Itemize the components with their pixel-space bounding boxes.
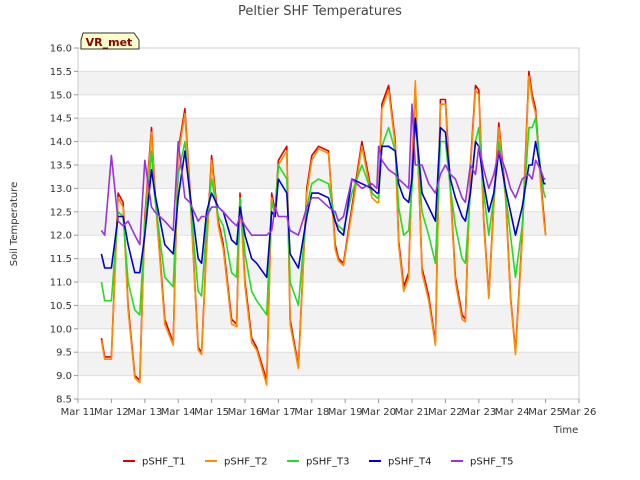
series-line-pshf-t4: [100, 117, 546, 279]
badge-label: VR_met: [86, 36, 133, 49]
x-axis-label: Time: [553, 425, 578, 436]
legend-label: pSHF_T1: [142, 457, 185, 468]
y-tick-label: 11.5: [50, 254, 72, 265]
y-tick-label: 9.0: [56, 371, 72, 382]
y-tick-label: 12.0: [50, 231, 72, 242]
grid-band: [78, 118, 579, 142]
y-tick-label: 14.0: [50, 137, 72, 148]
x-tick-label: Mar 22: [428, 407, 463, 418]
x-tick-label: Mar 13: [127, 407, 162, 418]
y-tick-label: 8.5: [56, 395, 72, 406]
x-tick-label: Mar 23: [461, 407, 496, 418]
x-tick-label: Mar 24: [495, 407, 530, 418]
y-tick-label: 13.5: [50, 161, 72, 172]
x-tick-label: Mar 15: [194, 407, 229, 418]
grid-band: [78, 71, 579, 95]
badge-box: [80, 32, 140, 50]
x-tick-label: Mar 18: [294, 407, 329, 418]
y-tick-label: 15.5: [50, 67, 72, 78]
y-tick-label: 13.0: [50, 184, 72, 195]
x-tick-label: Mar 17: [261, 407, 296, 418]
x-tick-label: Mar 19: [328, 407, 363, 418]
series-line-pshf-t5: [100, 103, 546, 246]
legend-label: pSHF_T3: [306, 457, 349, 468]
y-tick-layer: 8.5 9.0 9.5 10.0 10.5 11.0 11.5 12.0 12.5 13.0 13.…: [50, 44, 78, 406]
x-tick-label: Mar 21: [395, 407, 430, 418]
grid-band: [78, 165, 579, 189]
grid-band: [78, 258, 579, 282]
y-tick-label: 15.0: [50, 90, 72, 101]
plot-frame: [77, 47, 580, 400]
vr-met-badge: VR_met: [80, 32, 140, 50]
x-tick-label: Mar 14: [161, 407, 196, 418]
y-tick-label: 14.5: [50, 114, 72, 125]
x-tick-label: Mar 25: [528, 407, 563, 418]
legend-label: pSHF_T4: [388, 457, 431, 468]
y-axis-label: Soil Temperature: [9, 182, 20, 267]
y-tick-label: 11.0: [50, 278, 72, 289]
x-tick-label: Mar 11: [61, 407, 96, 418]
y-tick-label: 12.5: [50, 207, 72, 218]
grid-band: [78, 211, 579, 236]
x-tick-label: Mar 20: [361, 407, 396, 418]
legend-label: pSHF_T5: [470, 457, 513, 468]
y-tick-label: 10.0: [50, 324, 72, 335]
x-tick-label: Mar 16: [228, 407, 263, 418]
y-tick-label: 9.5: [56, 348, 72, 359]
x-tick-label: Mar 12: [94, 407, 129, 418]
series-layer: [100, 70, 547, 386]
chart-title: Peltier SHF Temperatures: [238, 4, 402, 19]
legend: pSHF_T1 pSHF_T2 pSHF_T3 pSHF_T4 pSHF_T5: [123, 457, 513, 468]
y-tick-label: 10.5: [50, 301, 72, 312]
grid-band: [78, 305, 579, 329]
legend-label: pSHF_T2: [224, 457, 267, 468]
series-line-pshf-t2: [100, 75, 547, 386]
grid-band: [78, 352, 579, 376]
y-tick-label: 16.0: [50, 44, 72, 55]
x-tick-label: Mar 26: [562, 407, 597, 418]
